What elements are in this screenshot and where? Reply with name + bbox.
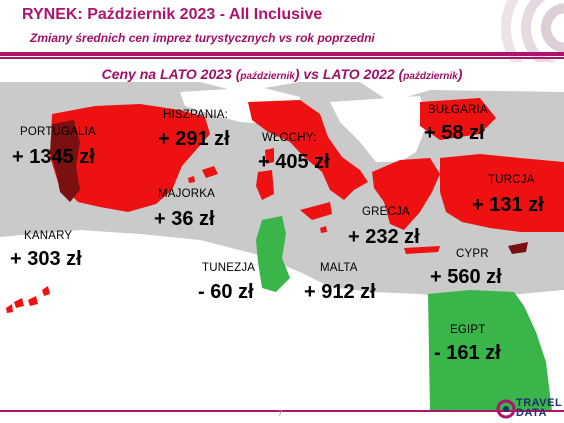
spain-shape	[50, 104, 210, 212]
italy-shape	[248, 100, 368, 200]
region-label-malta: MALTA	[320, 262, 358, 274]
egypt-shape	[428, 290, 552, 411]
decorative-rings-icon	[501, 0, 564, 70]
region-label-majorca: MAJORKA	[158, 188, 215, 200]
region-label-egypt: EGIPT	[450, 324, 486, 336]
footer-rule	[0, 410, 564, 412]
region-value-majorca: + 36 zł	[154, 208, 215, 230]
region-value-tunisia: - 60 zł	[198, 281, 254, 303]
region-value-greece: + 232 zł	[348, 226, 420, 248]
region-value-portugal: + 1345 zł	[12, 146, 95, 168]
balkans-land	[330, 96, 428, 162]
travel-data-logo: TRAVEL DATA	[496, 396, 564, 423]
sicily-shape	[300, 202, 332, 220]
region-value-cyprus: + 560 zł	[430, 266, 502, 288]
balearic-small	[188, 176, 195, 183]
cyprus-shape	[508, 242, 528, 254]
logo-text: TRAVEL DATA	[516, 397, 563, 419]
page-number: 7	[278, 409, 283, 418]
bulgaria-shape	[420, 98, 496, 140]
crete-shape	[404, 246, 440, 254]
mediterranean-map	[0, 62, 564, 411]
region-value-malta: + 912 zł	[304, 281, 376, 303]
region-label-bulgaria: BUŁGARIA	[428, 104, 488, 116]
turkey-shape	[440, 154, 564, 232]
north-africa	[0, 237, 564, 411]
region-value-italy: + 405 zł	[258, 151, 330, 173]
corsica-shape	[265, 148, 274, 164]
header-rule-thin	[0, 57, 564, 59]
region-value-spain: + 291 zł	[158, 128, 230, 150]
region-label-spain: HISZPANIA:	[163, 109, 229, 121]
region-value-turkey: + 131 zł	[472, 194, 544, 216]
tunisia-shape	[256, 216, 290, 292]
sardinia-shape	[256, 170, 274, 200]
page-subtitle: Zmiany średnich cen imprez turystycznych…	[30, 31, 375, 45]
map-panel: Ceny na LATO 2023 (październik) vs LATO …	[0, 62, 564, 411]
region-label-turkey: TURCJA	[488, 174, 535, 186]
map-title: Ceny na LATO 2023 (październik) vs LATO …	[101, 66, 463, 82]
region-label-portugal: PORTUGALIA	[20, 126, 96, 138]
region-label-italy: WŁOCHY:	[262, 132, 317, 144]
majorca-shape	[202, 166, 218, 178]
header-rule	[0, 52, 564, 56]
region-label-cyprus: CYPR	[456, 248, 489, 260]
region-value-bulgaria: + 58 zł	[424, 122, 485, 144]
greece-shape	[372, 158, 440, 230]
region-value-egypt: - 161 zł	[434, 342, 501, 364]
travel-data-globe-icon	[496, 399, 516, 419]
malta-shape	[320, 226, 327, 233]
canary-islands	[6, 286, 50, 313]
page-title: RYNEK: Październik 2023 - All Inclusive	[22, 6, 323, 23]
portugal-shape	[50, 120, 80, 202]
region-value-canaries: + 303 zł	[10, 248, 82, 270]
region-label-greece: GRECJA	[362, 206, 410, 218]
region-label-tunisia: TUNEZJA	[202, 262, 256, 274]
region-label-canaries: KANARY	[24, 230, 73, 242]
